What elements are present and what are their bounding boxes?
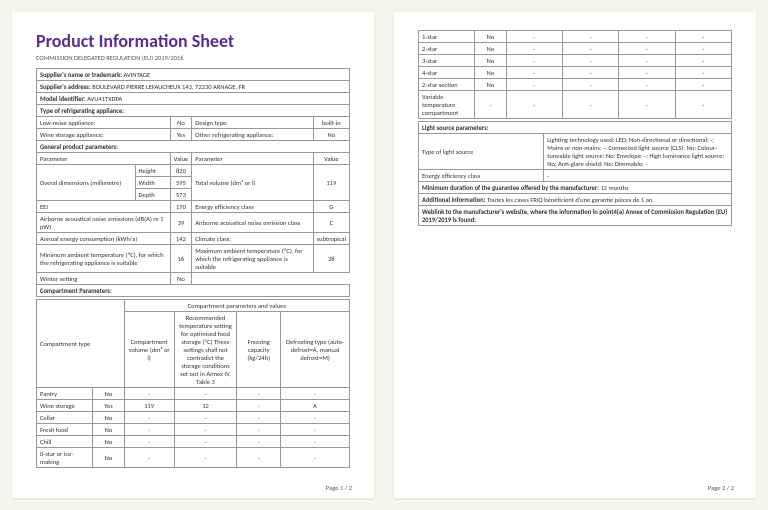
val-vol: 119 <box>313 165 349 201</box>
lbl-air: Airborne acoustical noise emissions (dB(… <box>37 213 171 233</box>
compartments-table: Compartment type Compartment parameters … <box>36 299 350 468</box>
table-row: 2-starNo---- <box>419 43 732 55</box>
lbl-airc: Airborne acoustical noise emission class <box>192 213 313 233</box>
val-low-noise: No <box>170 117 192 129</box>
regulation-line: COMMISSION DELEGATED REGULATION (EU) 201… <box>36 54 350 62</box>
hdr-def: Defrosting type (auto-defrost=A, manual … <box>281 312 350 388</box>
stars-table: 1-starNo----2-starNo----3-starNo----4-st… <box>418 30 732 119</box>
page-number-2: Page 2 / 2 <box>708 484 734 492</box>
lbl-low-noise: Low-noise appliance: <box>37 117 171 129</box>
sec-general: General product parameters: <box>37 141 350 153</box>
hdr-param1: Parameter <box>37 153 171 165</box>
hdr-compvals: Compartment parameters and values <box>124 300 349 312</box>
hdr-rec: Recommended temperature setting for opti… <box>174 312 237 388</box>
val-other: No <box>313 129 349 141</box>
hdr-freeze: Freezing capacity (kg/24h) <box>237 312 281 388</box>
lbl-climate: Climate class: <box>192 233 313 245</box>
val-maxamb: 38 <box>313 245 349 273</box>
lbl-design: Design type: <box>192 117 313 129</box>
table-row: CellarNo---- <box>37 412 350 424</box>
lbl-other: Other refrigerating appliance: <box>192 129 313 141</box>
table-row: Variable temperature compartment----- <box>419 91 732 119</box>
table-row: 4-starNo---- <box>419 67 732 79</box>
val-winter: No <box>170 273 192 285</box>
val-addinfo: Toutes les caves FRIO bénéficient d'une … <box>487 196 654 204</box>
val-supplier-addr: BOULEVARD PIERRE LEFAUCHEUX 143, 72230 A… <box>92 83 245 91</box>
lbl-winter: Winter setting <box>37 273 171 285</box>
lbl-mindur: Minimum duration of the guarantee offere… <box>422 184 599 192</box>
table-row: ChillNo---- <box>37 436 350 448</box>
val-mindur: 12 months <box>600 184 628 192</box>
lbl-model: Model identifier: <box>40 95 86 103</box>
lbl-dim: Overal dimensions (millimetre) <box>37 165 136 201</box>
val-air: 39 <box>170 213 192 233</box>
hdr-cvol: Compartment volume (dm³ or l) <box>124 312 174 388</box>
val-eec: - <box>544 170 732 182</box>
table-row: 1-starNo---- <box>419 31 732 43</box>
lbl-ae: Annual energy consumption (kWh/a) <box>37 233 171 245</box>
table-row: PantryNo---- <box>37 388 350 400</box>
lbl-addinfo: Additional information: <box>422 196 485 204</box>
val-minamb: 16 <box>170 245 192 273</box>
val-eei: 170 <box>170 201 192 213</box>
lbl-minamb: Minimum ambient temperature (ºC), for wh… <box>37 245 171 273</box>
lbl-supplier-addr: Supplier's address: <box>40 83 91 91</box>
hdr-comptype: Compartment type <box>37 300 125 388</box>
hdr-val2: Value <box>313 153 349 165</box>
table-row: 2-star sectionNo---- <box>419 79 732 91</box>
table-row: Wine storageYes11912-A <box>37 400 350 412</box>
lbl-lighttype: Type of light source <box>419 134 544 170</box>
page-number-1: Page 1 / 2 <box>326 484 352 492</box>
hdr-param2: Parameter <box>192 153 313 165</box>
page-2: 1-starNo----2-starNo----3-starNo----4-st… <box>394 12 756 498</box>
lbl-h: Height <box>135 165 170 177</box>
lbl-w: Width <box>135 177 170 189</box>
sec-light: Light source parameters: <box>419 122 732 134</box>
val-eclass: G <box>313 201 349 213</box>
light-table: Light source parameters: Type of light s… <box>418 121 732 226</box>
table-row: Fresh foodNo---- <box>37 424 350 436</box>
lbl-eclass: Energy efficiency class <box>192 201 313 213</box>
sec-comp: Compartment Parameters: <box>37 285 350 297</box>
lbl-d: Depth <box>135 189 170 201</box>
val-model: AVU41TXDPA <box>87 95 122 103</box>
val-climate: subtropical <box>313 233 349 245</box>
lbl-wine: Wine storage appliance: <box>37 129 171 141</box>
val-lightdesc: Lighting technology used: LED; Non-direc… <box>544 134 732 170</box>
table-row: 3-starNo---- <box>419 55 732 67</box>
val-d: 573 <box>170 189 192 201</box>
val-wine: Yes <box>170 129 192 141</box>
doc-title: Product Information Sheet <box>36 30 350 52</box>
page-1: Product Information Sheet COMMISSION DEL… <box>12 12 374 498</box>
val-w: 595 <box>170 177 192 189</box>
header-table: Supplier's name or trademark: AVINTAGE S… <box>36 68 350 297</box>
val-design: built-in <box>313 117 349 129</box>
val-supplier-name: AVINTAGE <box>124 71 151 79</box>
table-row: 0-star or ice-makingNo---- <box>37 448 350 468</box>
sec-type: Type of refrigerating appliance: <box>37 105 350 117</box>
lbl-supplier-name: Supplier's name or trademark: <box>40 71 122 79</box>
hdr-val1: Value <box>170 153 192 165</box>
lbl-weblink: Weblink to the manufacturer's website, w… <box>419 206 732 226</box>
val-h: 820 <box>170 165 192 177</box>
lbl-eec: Energy efficiency class <box>419 170 544 182</box>
val-ae: 142 <box>170 233 192 245</box>
lbl-eei: EEI <box>37 201 171 213</box>
val-airc: C <box>313 213 349 233</box>
lbl-vol: Total volume (dm³ or l) <box>192 165 313 201</box>
lbl-maxamb: Maximum ambient temperature (ºC), for wh… <box>192 245 313 273</box>
